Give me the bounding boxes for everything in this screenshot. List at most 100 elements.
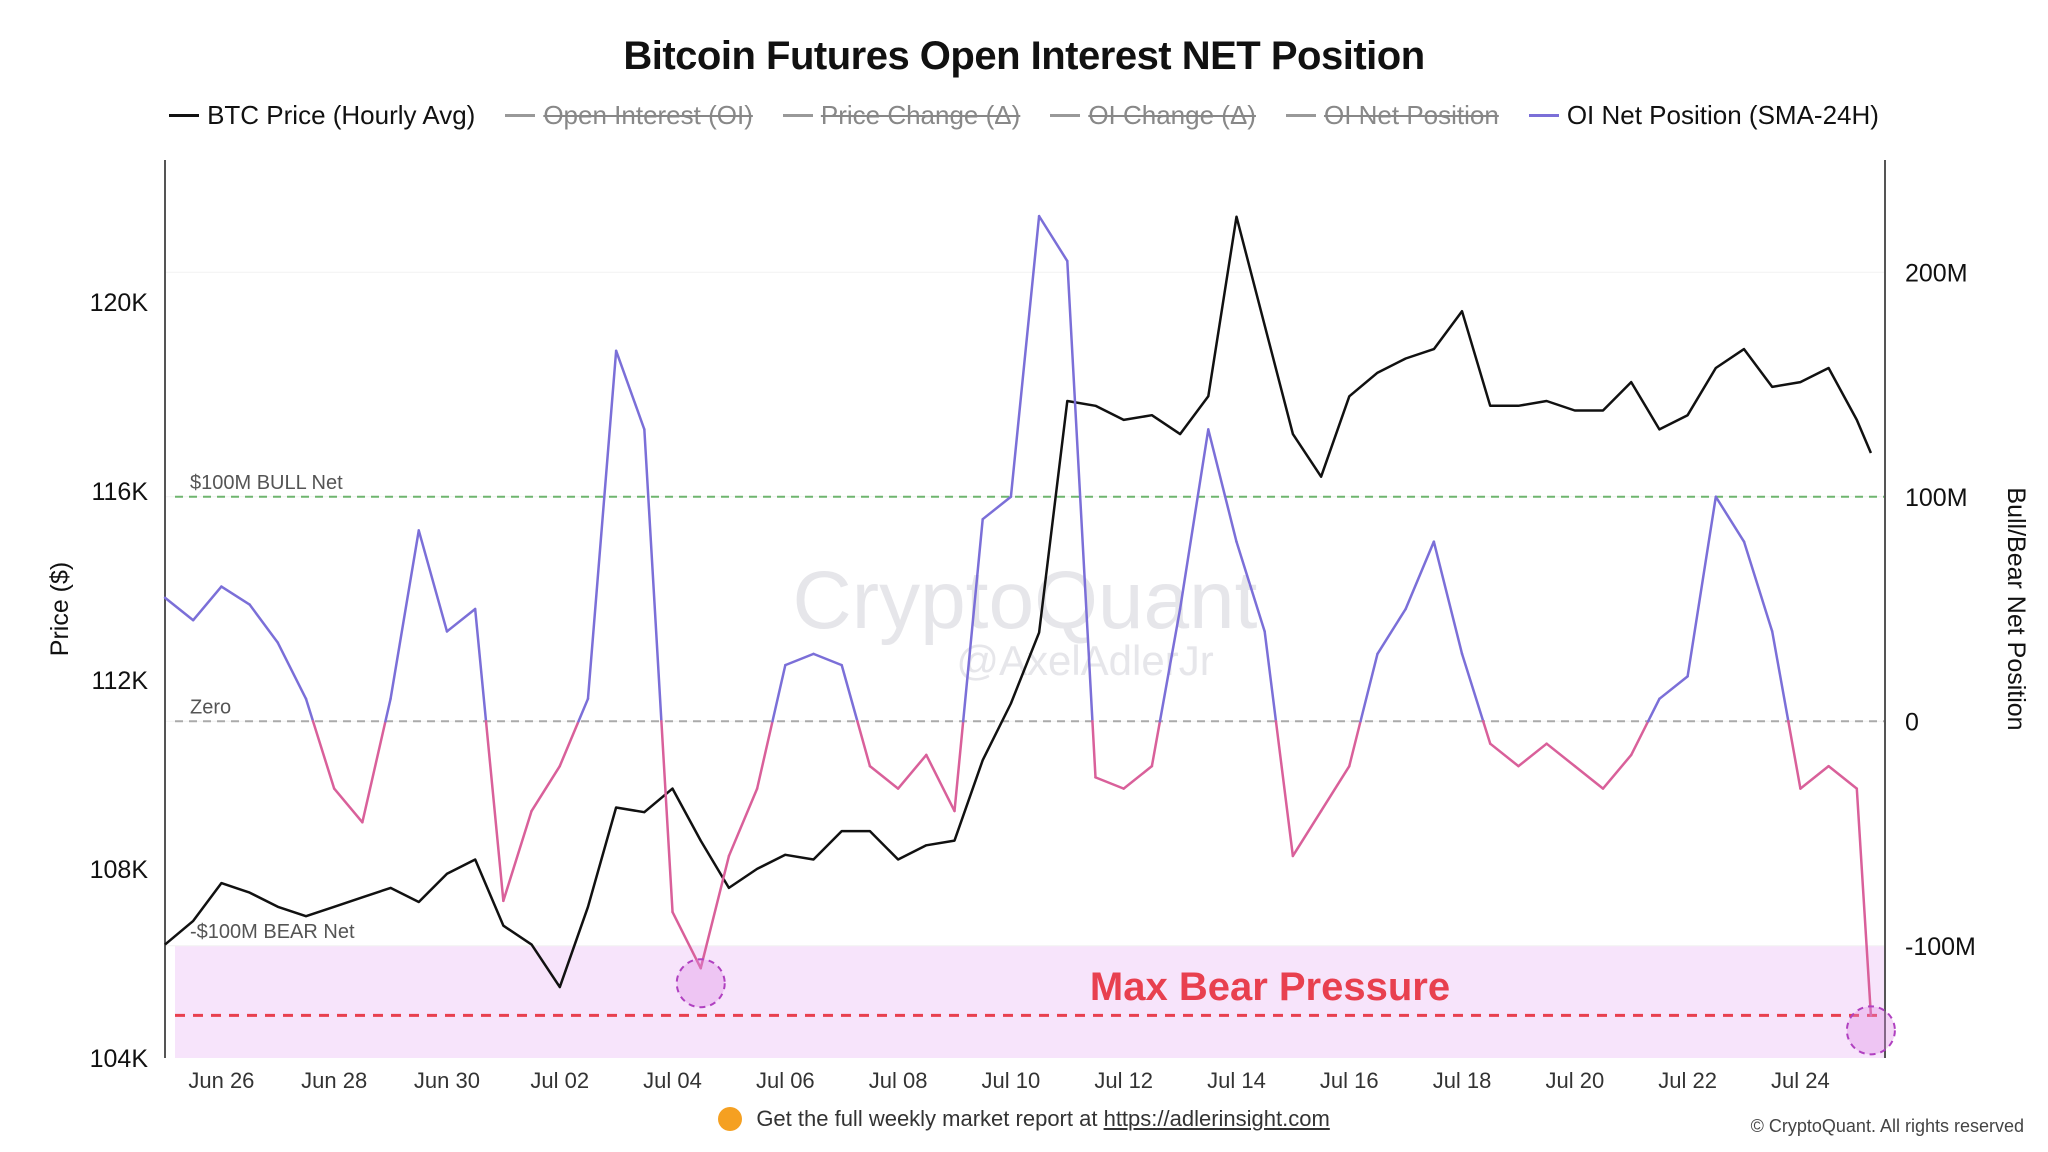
series-oi-net-segment: [1481, 720, 1492, 745]
legend-label: BTC Price (Hourly Avg): [207, 100, 476, 130]
series-oi-net-segment: [1770, 630, 1790, 723]
series-oi-net-segment: [1573, 764, 1605, 790]
series-oi-net-segment: [1158, 607, 1182, 723]
series-oi-net-segment: [473, 607, 488, 723]
x-tick-label: Jul 08: [869, 1068, 928, 1093]
series-oi-net-segment: [248, 603, 280, 644]
right-tick-label: -100M: [1905, 933, 1976, 961]
left-axis-label: Price ($): [46, 562, 74, 656]
series-oi-net-segment: [1091, 720, 1097, 779]
series-oi-net-segment: [389, 529, 421, 701]
legend-swatch: [1285, 114, 1316, 117]
reference-label: -$100M BEAR Net: [190, 921, 355, 943]
x-tick-label: Jul 06: [756, 1068, 815, 1093]
x-tick-label: Jul 16: [1320, 1068, 1379, 1093]
series-oi-net-segment: [502, 809, 533, 903]
series-oi-net-segment: [961, 517, 984, 723]
legend-swatch: [1050, 114, 1081, 117]
series-oi-net-segment: [981, 495, 1013, 521]
series-oi-net-segment: [1517, 742, 1548, 768]
legend-swatch: [505, 114, 536, 117]
series-oi-net-segment: [643, 428, 663, 723]
legend-item-1[interactable]: Open Interest (OI): [505, 100, 753, 131]
series-oi-net-segment: [1629, 720, 1650, 757]
series-oi-net-segment: [671, 910, 702, 970]
legend-item-3[interactable]: OI Change (Δ): [1050, 100, 1256, 131]
series-oi-net-segment: [417, 529, 449, 633]
left-tick-label: 116K: [91, 478, 148, 506]
footer-text: Get the full weekly market report at: [756, 1106, 1098, 1131]
right-axis-label: Bull/Bear Net Position: [2002, 487, 2030, 730]
series-oi-net-segment: [1009, 214, 1041, 498]
x-tick-label: Jul 12: [1094, 1068, 1153, 1093]
series-oi-net-segment: [755, 720, 774, 790]
series-oi-net-segment: [1150, 720, 1162, 768]
legend-item-0[interactable]: BTC Price (Hourly Avg): [169, 100, 475, 131]
series-oi-net-segment: [484, 720, 505, 903]
series-oi-net-segment: [1122, 764, 1154, 790]
series-oi-net-segment: [1432, 540, 1464, 656]
legend-item-5[interactable]: OI Net Position (SMA-24H): [1528, 100, 1879, 131]
left-tick-label: 104K: [90, 1045, 149, 1073]
right-tick-label: 200M: [1905, 259, 1968, 287]
x-tick-label: Jul 24: [1771, 1068, 1830, 1093]
bear-extreme-marker: [675, 958, 726, 1009]
series-oi-net-segment: [868, 764, 900, 790]
legend-item-4[interactable]: OI Net Position: [1285, 100, 1499, 131]
x-tick-label: Jul 02: [530, 1068, 589, 1093]
series-oi-net-segment: [1855, 787, 1873, 1017]
reference-label: Zero: [190, 696, 231, 718]
bear-extreme-marker: [1845, 1005, 1896, 1056]
watermark-handle: @AxelAdlerJr: [956, 637, 1213, 684]
series-oi-net-segment: [586, 349, 618, 701]
bear-zone: [175, 945, 1885, 1058]
x-tick-label: Jul 14: [1207, 1068, 1266, 1093]
series-oi-net-segment: [856, 720, 872, 768]
series-oi-net-segment: [332, 787, 364, 824]
left-tick-label: 108K: [90, 856, 149, 884]
series-oi-net-segment: [1658, 675, 1689, 701]
series-oi-net-segment: [304, 697, 315, 723]
legend-label: OI Net Position (SMA-24H): [1566, 100, 1879, 130]
series-oi-net-segment: [1799, 764, 1830, 790]
x-tick-label: Jun 28: [301, 1068, 367, 1093]
left-tick-label: 120K: [90, 289, 149, 317]
series-oi-net-segment: [614, 349, 646, 431]
x-tick-label: Jun 30: [414, 1068, 480, 1093]
legend-label: Price Change (Δ): [820, 100, 1021, 130]
series-oi-net-segment: [1291, 809, 1323, 858]
legend-item-2[interactable]: Price Change (Δ): [782, 100, 1021, 131]
x-tick-label: Jul 18: [1433, 1068, 1492, 1093]
series-oi-net-segment: [660, 720, 674, 914]
series-oi-net-segment: [1094, 776, 1125, 790]
series-oi-net-segment: [1488, 742, 1520, 768]
footer-link[interactable]: https://adlerinsight.com: [1103, 1106, 1330, 1131]
legend-label: OI Net Position: [1323, 100, 1499, 130]
series-oi-net-segment: [953, 720, 965, 813]
series-oi-net-segment: [1460, 652, 1485, 723]
chart-title: Bitcoin Futures Open Interest NET Positi…: [623, 34, 1425, 78]
series-oi-net-segment: [220, 585, 251, 606]
watermark-brand: CryptoQuant: [793, 555, 1258, 646]
series-oi-net-segment: [1037, 214, 1069, 263]
series-btc-price: [164, 215, 1873, 989]
series-oi-net-segment: [163, 596, 195, 622]
x-tick-label: Jul 04: [643, 1068, 702, 1093]
series-oi-net-segment: [1207, 428, 1238, 543]
series-oi-net-segment: [276, 641, 308, 701]
left-tick-label: 112K: [91, 667, 148, 695]
series-oi-net-segment: [812, 652, 843, 667]
series-oi-net-segment: [1235, 540, 1266, 633]
series-oi-net-segment: [558, 720, 580, 768]
legend: BTC Price (Hourly Avg) Open Interest (OI)…: [0, 100, 2048, 131]
series-oi-net-segment: [699, 854, 731, 970]
series-oi-net-segment: [191, 585, 223, 622]
reference-label: $100M BULL Net: [190, 472, 343, 494]
series-oi-net-segment: [445, 607, 477, 633]
legend-label: Open Interest (OI): [543, 100, 753, 130]
x-tick-label: Jul 20: [1545, 1068, 1604, 1093]
series-oi-net-segment: [577, 697, 590, 723]
series-oi-net-segment: [1545, 742, 1577, 768]
series-oi-net-segment: [771, 663, 787, 723]
